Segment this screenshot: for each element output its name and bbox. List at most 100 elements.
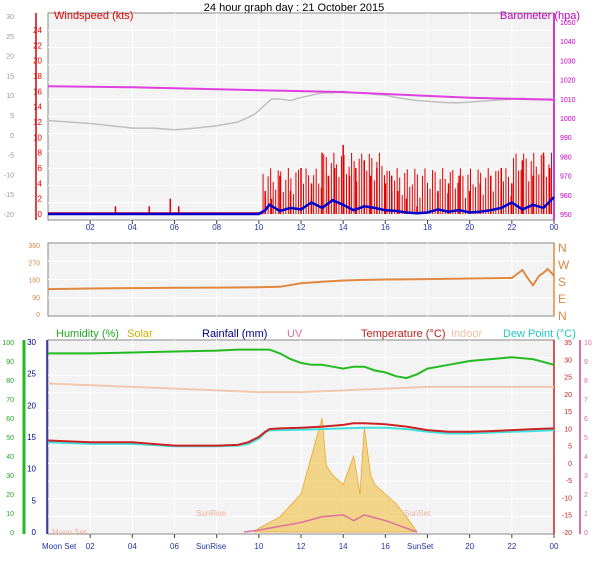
humidity-tick-label: 80 xyxy=(6,378,14,385)
outer-left-tick-label: 5 xyxy=(10,113,14,120)
x-tick-label: 02 xyxy=(86,223,95,232)
barometer-axis-label: Barometer (hpa) xyxy=(500,10,580,22)
x-tick-label: 06 xyxy=(170,542,179,551)
uv-tick-label: 9 xyxy=(584,359,588,366)
rain-tick-label: 0 xyxy=(32,528,37,537)
dewpoint-legend: Dew Point (°C) xyxy=(503,328,576,340)
temperature-tick-label: 30 xyxy=(564,357,572,364)
temperature-tick-label: 15 xyxy=(564,409,572,416)
solar-area xyxy=(253,417,418,533)
x-tick-label: 00 xyxy=(550,542,559,551)
wind-tick-label: 22 xyxy=(33,41,42,50)
outer-left-tick-label: 25 xyxy=(6,34,14,41)
x-tick-label: 10 xyxy=(254,542,263,551)
graph-title: 24 hour graph day : 21 October 2015 xyxy=(204,2,384,14)
direction-tick-label: 0 xyxy=(36,312,40,319)
humidity-tick-label: 60 xyxy=(6,416,14,423)
rain-tick-label: 30 xyxy=(27,338,36,347)
wind-tick-label: 18 xyxy=(33,72,42,81)
humidity-tick-label: 100 xyxy=(2,340,14,347)
outer-left-tick-label: -15 xyxy=(4,192,14,199)
humidity-tick-label: 90 xyxy=(6,359,14,366)
moon-set-label: Moon Set xyxy=(42,542,77,551)
humidity-tick-label: 30 xyxy=(6,473,14,480)
x-tick-label: 12 xyxy=(297,542,306,551)
humidity-tick-label: 70 xyxy=(6,397,14,404)
x-tick-label: 22 xyxy=(507,542,516,551)
outer-left-tick-label: -20 xyxy=(4,212,14,219)
indoor-legend: Indoor xyxy=(451,328,483,340)
temperature-tick-label: -10 xyxy=(562,495,572,502)
baro-tick-label: 990 xyxy=(560,135,572,142)
wind-tick-label: 4 xyxy=(38,179,43,188)
direction-tick-label: 270 xyxy=(28,260,40,267)
x-tick-label: 00 xyxy=(550,223,559,232)
temperature-tick-label: 20 xyxy=(564,392,572,399)
moon-set-faint-label: Moon Set xyxy=(52,528,87,537)
temperature-tick-label: -20 xyxy=(562,530,572,537)
temperature-tick-label: 5 xyxy=(568,444,572,451)
baro-tick-label: 1020 xyxy=(560,78,576,85)
compass-label: N xyxy=(558,309,567,323)
indoor-temp-line xyxy=(47,382,554,394)
humidity-tick-label: 20 xyxy=(6,492,14,499)
uv-tick-label: 6 xyxy=(584,416,588,423)
baro-tick-label: 1010 xyxy=(560,97,576,104)
x-tick-label: 18 xyxy=(423,223,432,232)
temperature-tick-label: 0 xyxy=(568,461,572,468)
direction-tick-label: 180 xyxy=(28,278,40,285)
uv-tick-label: 5 xyxy=(584,435,588,442)
x-tick-label: 14 xyxy=(339,223,348,232)
temperature-tick-label: -5 xyxy=(566,478,572,485)
uv-tick-label: 2 xyxy=(584,492,588,499)
x-tick-label: 06 xyxy=(170,223,179,232)
x-tick-label: 12 xyxy=(297,223,306,232)
baro-tick-label: 980 xyxy=(560,154,572,161)
wind-tick-label: 14 xyxy=(33,103,42,112)
humidity-tick-label: 10 xyxy=(6,511,14,518)
rain-tick-label: 20 xyxy=(27,401,36,410)
sunset-label-high: SunSet xyxy=(404,509,431,518)
direction-tick-label: 90 xyxy=(32,295,40,302)
temperature-tick-label: -15 xyxy=(562,513,572,520)
wind-tick-label: 20 xyxy=(33,57,42,66)
humidity-tick-label: 40 xyxy=(6,454,14,461)
outer-left-tick-label: -5 xyxy=(8,153,14,160)
wind-average-line xyxy=(48,196,555,216)
windspeed-axis-label: Windspeed (kts) xyxy=(54,10,133,22)
x-tick-label: 16 xyxy=(381,223,390,232)
outer-left-tick-label: 20 xyxy=(6,54,14,61)
outer-left-tick-label: 30 xyxy=(6,14,14,21)
outer-left-tick-label: 15 xyxy=(6,73,14,80)
x-tick-label: 20 xyxy=(465,542,474,551)
uv-tick-label: 1 xyxy=(584,511,588,518)
barometer-line xyxy=(47,85,555,101)
rain-tick-label: 10 xyxy=(27,465,36,474)
compass-label: W xyxy=(558,258,570,272)
baro-tick-label: 960 xyxy=(560,193,572,200)
temperature-legend: Temperature (°C) xyxy=(361,328,445,340)
outer-left-tick-label: 10 xyxy=(6,93,14,100)
baro-tick-label: 1030 xyxy=(560,58,576,65)
x-tick-label: 14 xyxy=(339,542,348,551)
rain-tick-label: 15 xyxy=(27,433,36,442)
x-tick-label: 04 xyxy=(128,223,137,232)
rainfall-legend: Rainfall (mm) xyxy=(202,328,267,340)
uv-tick-label: 7 xyxy=(584,397,588,404)
baro-tick-label: 1040 xyxy=(560,39,576,46)
temperature-line xyxy=(47,422,555,447)
x-tick-label: 04 xyxy=(128,542,137,551)
temperature-tick-label: 25 xyxy=(564,375,572,382)
uv-tick-label: 8 xyxy=(584,378,588,385)
solar-legend: Solar xyxy=(127,328,153,340)
uv-line xyxy=(244,514,418,533)
wind-tick-label: 10 xyxy=(33,133,42,142)
rain-tick-label: 5 xyxy=(32,496,37,505)
wind-tick-label: 2 xyxy=(38,195,43,204)
temperature-tick-label: 10 xyxy=(564,426,572,433)
x-tick-label: 20 xyxy=(465,223,474,232)
baro-tick-label: 950 xyxy=(560,212,572,219)
x-tick-label: 16 xyxy=(381,542,390,551)
direction-tick-label: 360 xyxy=(28,243,40,250)
sunrise-label-high: SunRise xyxy=(196,509,227,518)
